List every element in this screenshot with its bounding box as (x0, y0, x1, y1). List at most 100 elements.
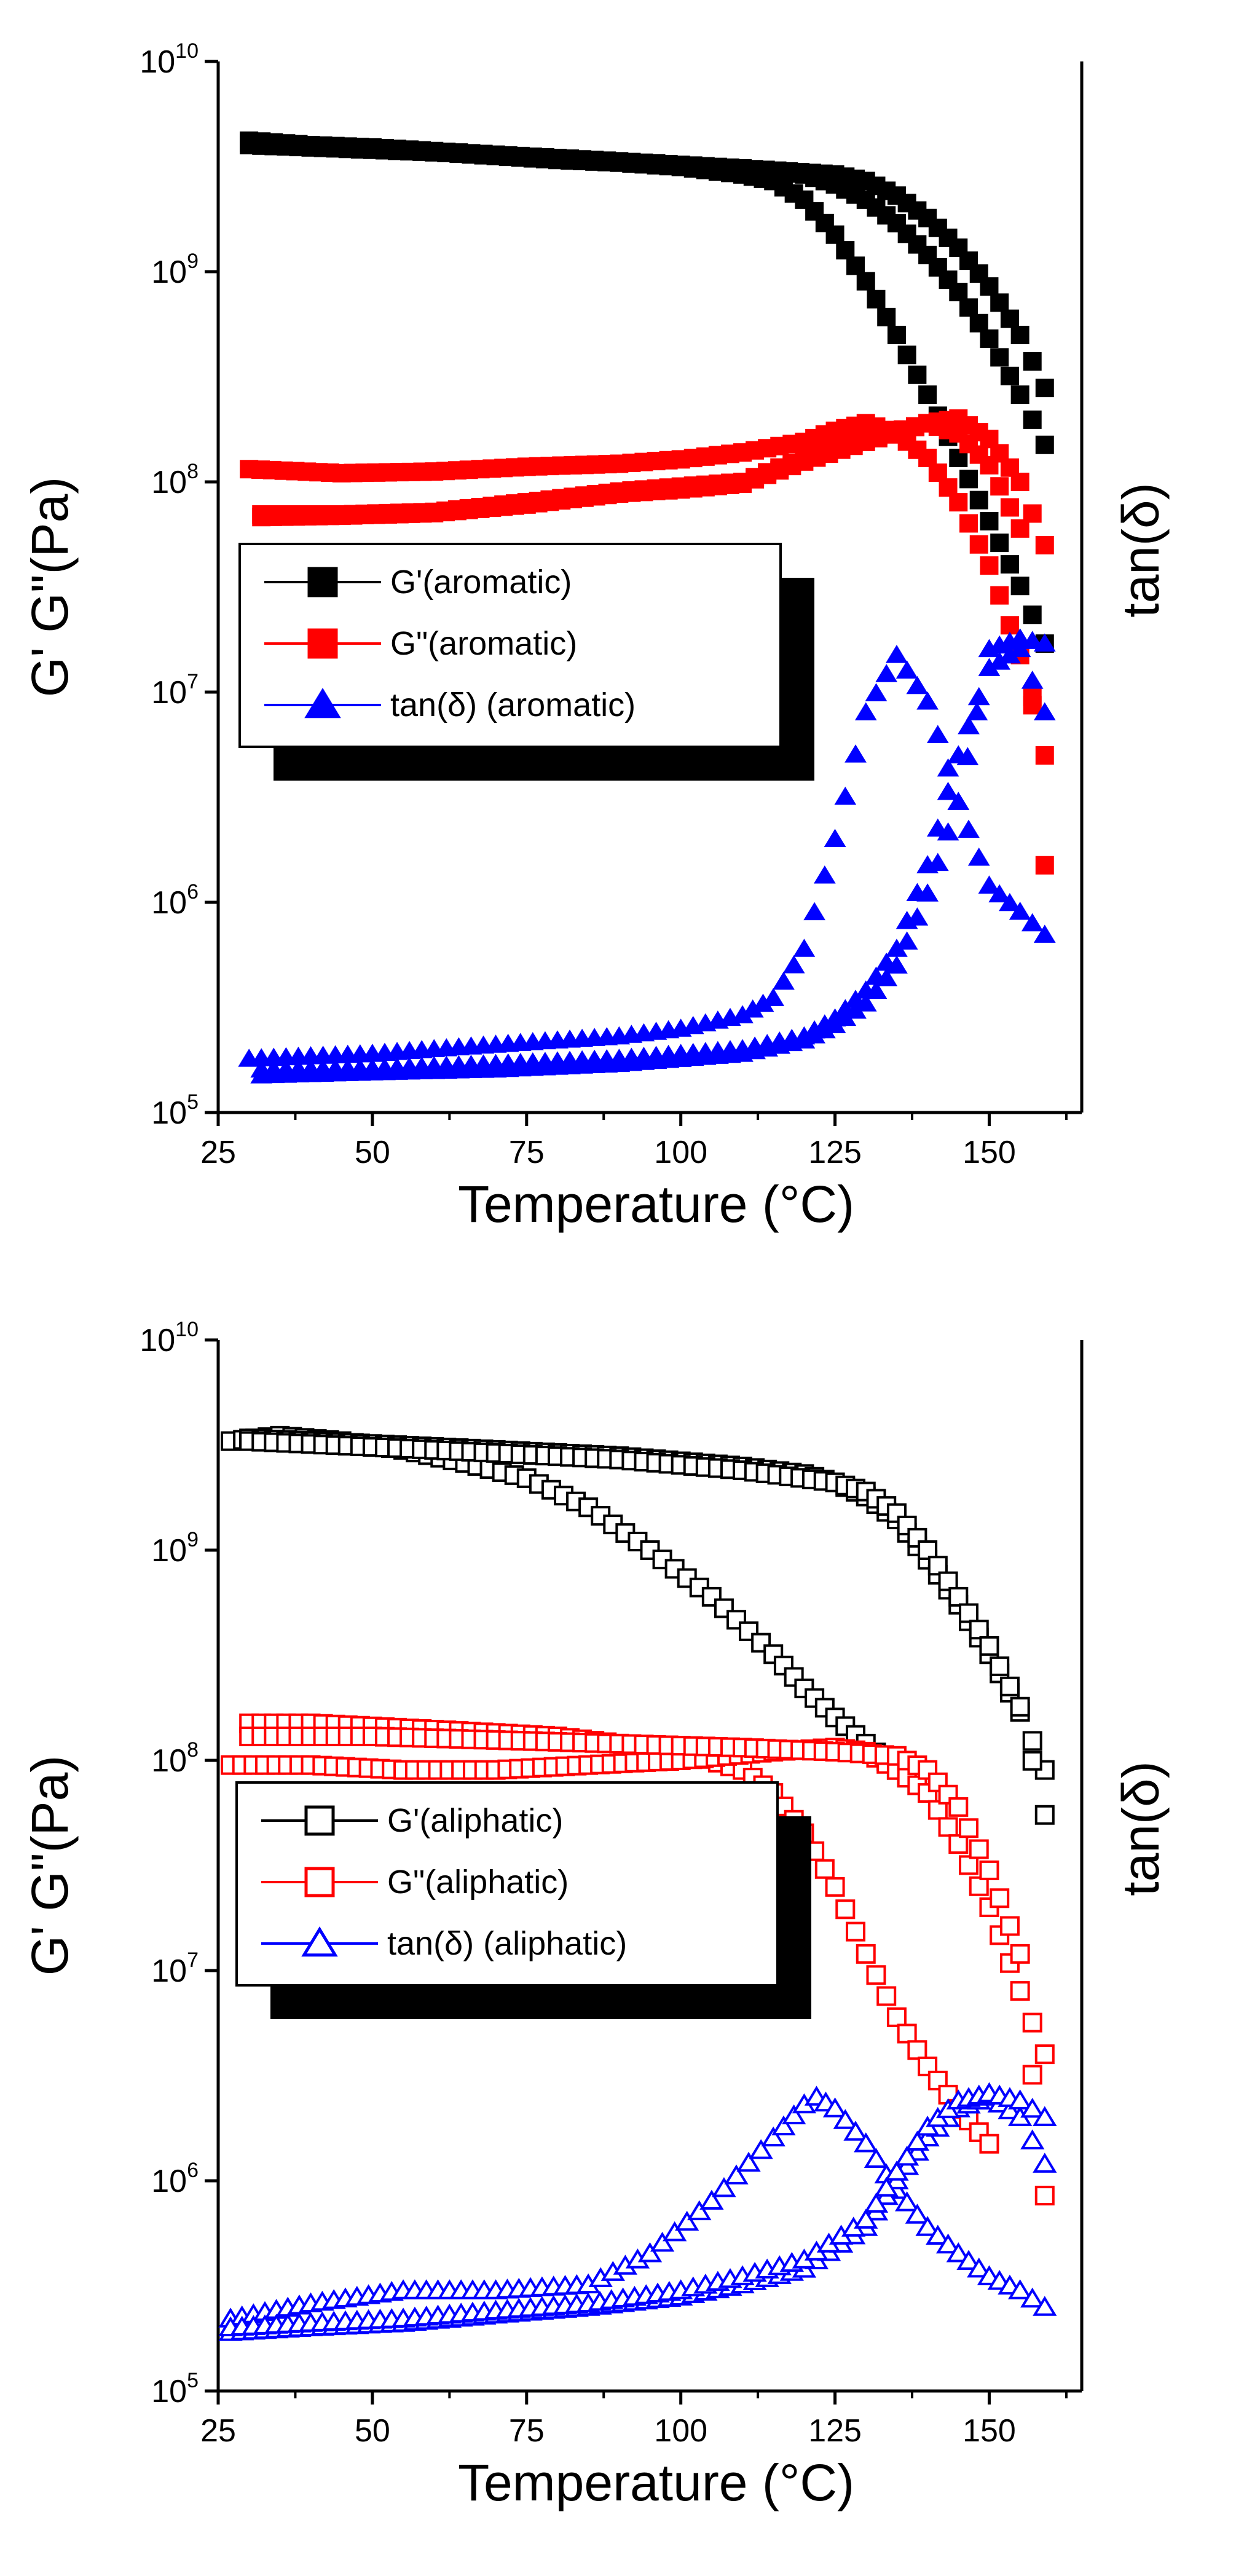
data-point (887, 325, 906, 344)
data-point (824, 829, 846, 847)
data-point (793, 939, 816, 957)
data-point (915, 2216, 940, 2236)
data-point (969, 535, 988, 554)
data-point (948, 1586, 969, 1607)
data-point (856, 1944, 876, 1964)
data-point (1020, 2097, 1045, 2118)
data-point (835, 1899, 856, 1920)
data-point (916, 691, 939, 710)
data-point (782, 2104, 806, 2125)
data-point (1010, 519, 1029, 538)
x-axis-title: Temperature (°C) (458, 2454, 854, 2511)
legend: G'(aromatic) G"(aromatic) tan(δ) (aromatic… (238, 543, 814, 781)
data-point (1021, 631, 1044, 649)
data-point (856, 272, 875, 291)
data-point (990, 534, 1009, 553)
data-point (978, 875, 1001, 894)
data-point (946, 2242, 970, 2263)
data-point (1022, 2065, 1042, 2085)
data-point (1022, 1731, 1042, 1751)
data-point (1000, 366, 1019, 385)
data-point (884, 2160, 909, 2181)
data-point (969, 1839, 989, 1859)
data-point (803, 902, 825, 921)
data-point (813, 865, 836, 884)
data-point (969, 313, 988, 333)
y2-axis-title: tan(δ) (1112, 1761, 1170, 1896)
y-axis-title: G' G"(Pa) (21, 477, 79, 698)
data-point (1034, 2186, 1055, 2206)
data-point (1023, 605, 1042, 624)
data-point (967, 687, 990, 706)
data-point (949, 493, 968, 512)
x-tick-label-75: 75 (509, 2413, 545, 2449)
data-point (662, 2221, 687, 2242)
data-point (650, 2231, 675, 2252)
data-point (969, 490, 988, 510)
data-point (949, 283, 968, 302)
legend-label-1: G"(aromatic) (390, 625, 577, 662)
data-point (1033, 2153, 1057, 2173)
data-point (854, 702, 877, 721)
data-point (999, 1916, 1020, 1936)
chart-aromatic: 25 50 75 100 125 150 105 106 107 108 109 1010 Temper… (21, 39, 1170, 1233)
x-tick-label-25: 25 (200, 2413, 236, 2449)
data-point (897, 345, 916, 364)
data-point (980, 511, 999, 530)
data-point (836, 241, 855, 260)
data-point (980, 556, 999, 575)
data-point (876, 1986, 897, 2006)
data-point (1010, 473, 1029, 491)
data-point (675, 2210, 699, 2231)
data-point (988, 884, 1011, 903)
data-point (990, 586, 1009, 605)
data-point (926, 2224, 950, 2245)
data-point (1023, 410, 1042, 429)
data-point (937, 781, 959, 800)
data-point (990, 1888, 1010, 1908)
data-point (1020, 2129, 1045, 2149)
data-point (1035, 746, 1054, 765)
data-point (843, 2121, 868, 2141)
data-point (877, 307, 896, 326)
y-tick-label-5: 1010 (140, 1318, 199, 1358)
x-tick-label-50: 50 (355, 1135, 390, 1170)
data-point (834, 786, 857, 805)
data-point (1020, 2287, 1045, 2308)
data-point (825, 225, 844, 244)
data-point (958, 716, 980, 735)
data-point (897, 2023, 917, 2044)
legend-marker-1 (307, 628, 338, 659)
data-point (896, 660, 918, 679)
data-point (1009, 902, 1031, 920)
data-point (886, 955, 908, 974)
data-point (866, 1965, 886, 1985)
data-point (895, 2191, 919, 2212)
series-0-aromatic (240, 131, 1054, 653)
legend-marker-0 (304, 1805, 335, 1836)
legend-label-1: G"(aliphatic) (387, 1864, 569, 1900)
series-0-aliphatic (221, 1425, 1055, 1825)
data-point (1010, 577, 1029, 596)
data-point (1033, 2106, 1057, 2126)
x-tick-label-100: 100 (654, 2413, 707, 2449)
data-point (687, 2200, 712, 2221)
legend-label-2: tan(δ) (aromatic) (390, 687, 636, 723)
data-point (844, 744, 867, 763)
data-point (1007, 2089, 1033, 2109)
data-point (990, 1656, 1010, 1676)
data-point (935, 2233, 961, 2254)
data-point (966, 702, 988, 721)
data-point (875, 664, 898, 682)
data-point (1000, 498, 1019, 517)
data-point (864, 2148, 889, 2168)
data-point (980, 329, 999, 349)
y-tick-label-0: 105 (151, 1090, 199, 1131)
data-point (958, 819, 980, 838)
data-point (948, 1834, 969, 1854)
legend-label-2: tan(δ) (aliphatic) (387, 1925, 627, 1962)
data-point (959, 1855, 979, 1875)
data-point (980, 277, 999, 296)
data-point (947, 792, 970, 810)
